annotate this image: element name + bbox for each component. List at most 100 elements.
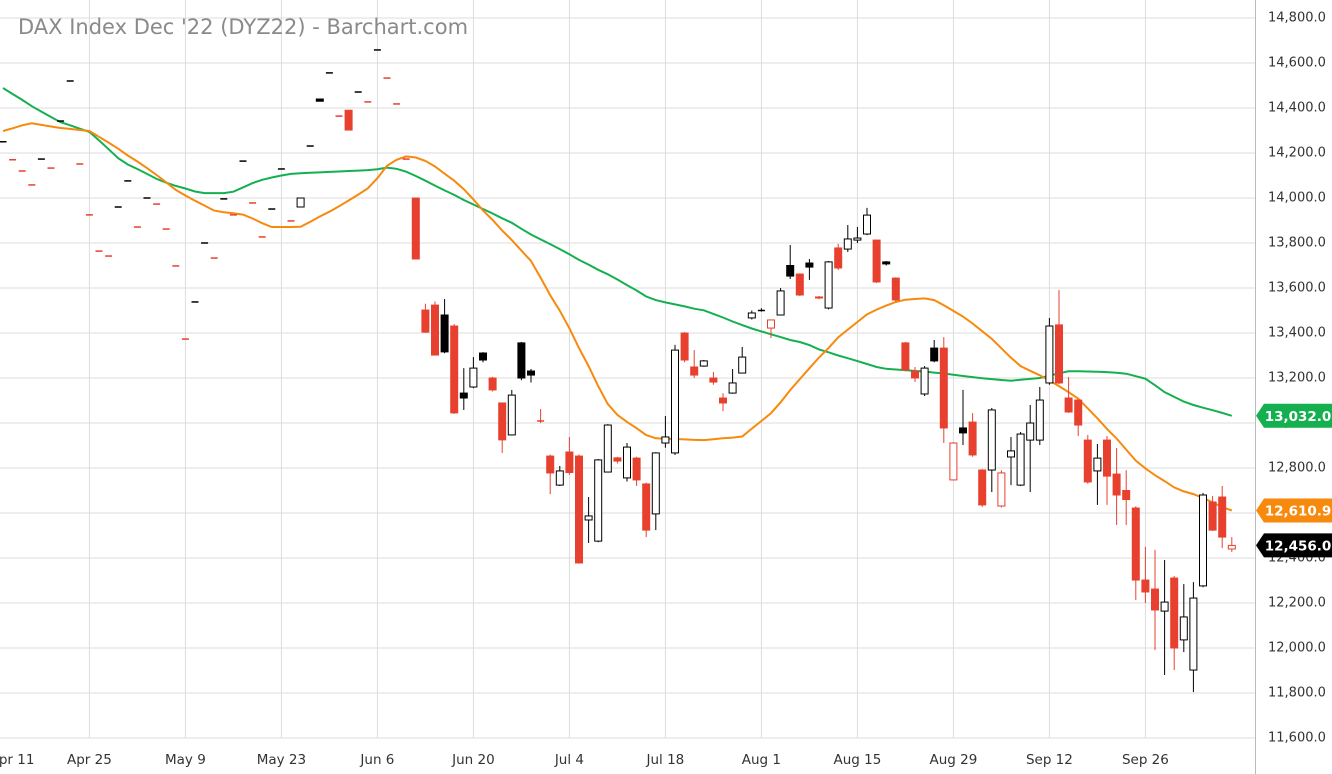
x-tick-label: Apr 11 (0, 752, 34, 768)
candle-body (1083, 439, 1092, 483)
x-tick-label: May 23 (257, 752, 306, 768)
candle-body (517, 342, 526, 379)
candle-body (795, 273, 804, 296)
y-tick-label: 11,800.0 (1268, 686, 1326, 701)
y-tick-label: 14,800.0 (1268, 11, 1326, 26)
candle-body (488, 377, 497, 391)
candle-body (1218, 496, 1227, 538)
candle-body (1122, 490, 1131, 500)
candle-body (450, 325, 459, 414)
mark-layer (0, 49, 1236, 693)
candle-body (728, 382, 737, 394)
x-tick-label: Aug 1 (742, 752, 781, 768)
candle-body (632, 457, 641, 481)
candle-body (603, 424, 612, 473)
candle-body (1093, 457, 1102, 472)
candle-body (431, 304, 439, 356)
candle-body (1179, 616, 1188, 641)
candle-body (920, 367, 929, 395)
candle-body (1189, 597, 1198, 671)
price-tag (1256, 498, 1332, 523)
candle-body (421, 309, 430, 333)
y-tick-label: 12,800.0 (1268, 461, 1326, 476)
candle-body (344, 109, 353, 131)
candle-body (1016, 433, 1025, 486)
candle-body (959, 427, 967, 434)
candle-body (1199, 494, 1207, 587)
candle-body (555, 470, 564, 486)
candle-body (863, 214, 871, 235)
moving-average-line (2, 87, 1233, 417)
candle-body (1160, 601, 1169, 612)
y-tick-label: 14,200.0 (1268, 146, 1326, 161)
candle-body (1035, 399, 1044, 441)
candle-body (479, 352, 487, 361)
candle-body (1208, 501, 1217, 531)
price-tag-label: 12,610.9 (1265, 504, 1332, 520)
candle-body (843, 238, 852, 250)
candle-body (469, 367, 478, 388)
candle-body (882, 261, 891, 265)
candle-body (1131, 507, 1140, 581)
candle-body (671, 349, 679, 454)
candle-body (575, 455, 583, 564)
candle-body (767, 319, 775, 329)
candle-body (911, 370, 919, 379)
y-tick-label: 12,200.0 (1268, 596, 1326, 611)
candle-body (1064, 397, 1073, 413)
y-tick-label: 13,200.0 (1268, 371, 1326, 386)
candle-body (997, 472, 1006, 507)
candle-body (805, 262, 814, 268)
candle-body (507, 394, 516, 436)
candle-body (315, 98, 324, 102)
candle-body (719, 397, 727, 404)
candle-body (901, 342, 910, 371)
x-tick-label: Jun 20 (451, 752, 495, 768)
price-tag (1256, 403, 1332, 428)
candle-body (661, 436, 670, 444)
candle-body (834, 247, 843, 269)
candle-body (1074, 399, 1083, 426)
candle-body (565, 451, 574, 473)
candle-body (699, 360, 708, 367)
candle-body (815, 296, 823, 299)
candle-body (939, 347, 948, 429)
candle-body (824, 261, 833, 309)
candle-body (1055, 324, 1063, 384)
candle-body (1112, 473, 1121, 496)
candle-body (968, 421, 977, 456)
candle-body (1045, 325, 1054, 384)
x-tick-label: Sep 26 (1122, 752, 1169, 768)
candle-body (709, 377, 718, 383)
price-tag (1256, 533, 1332, 558)
y-tick-label: 12,000.0 (1268, 641, 1326, 656)
candle-body (411, 197, 420, 260)
candle-body (949, 442, 958, 481)
candle-body (1007, 450, 1015, 458)
candle-body (1227, 544, 1236, 550)
candle-body (584, 515, 593, 521)
y-tick-label: 11,600.0 (1268, 731, 1326, 746)
x-tick-label: Jul 18 (646, 752, 685, 768)
candle-body (613, 457, 622, 462)
y-tick-label: 14,000.0 (1268, 191, 1326, 206)
y-tick-label: 13,400.0 (1268, 326, 1326, 341)
x-tick-label: Sep 12 (1026, 752, 1073, 768)
candle-body (440, 314, 449, 353)
y-tick-label: 13,800.0 (1268, 236, 1326, 251)
candle-body (930, 347, 939, 362)
candle-body (978, 469, 987, 506)
chart-title: DAX Index Dec '22 (DYZ22) - Barchart.com (18, 15, 468, 39)
candle-body (623, 446, 631, 479)
x-tick-label: Apr 25 (67, 752, 112, 768)
candle-body (680, 332, 689, 361)
candle-body (459, 392, 468, 399)
y-tick-label: 14,400.0 (1268, 101, 1326, 116)
candle-body (987, 409, 996, 471)
price-tag-label: 13,032.0 (1265, 409, 1332, 425)
y-tick-label: 13,600.0 (1268, 281, 1326, 296)
candle-body (1141, 579, 1150, 593)
candle-body (1170, 577, 1179, 649)
